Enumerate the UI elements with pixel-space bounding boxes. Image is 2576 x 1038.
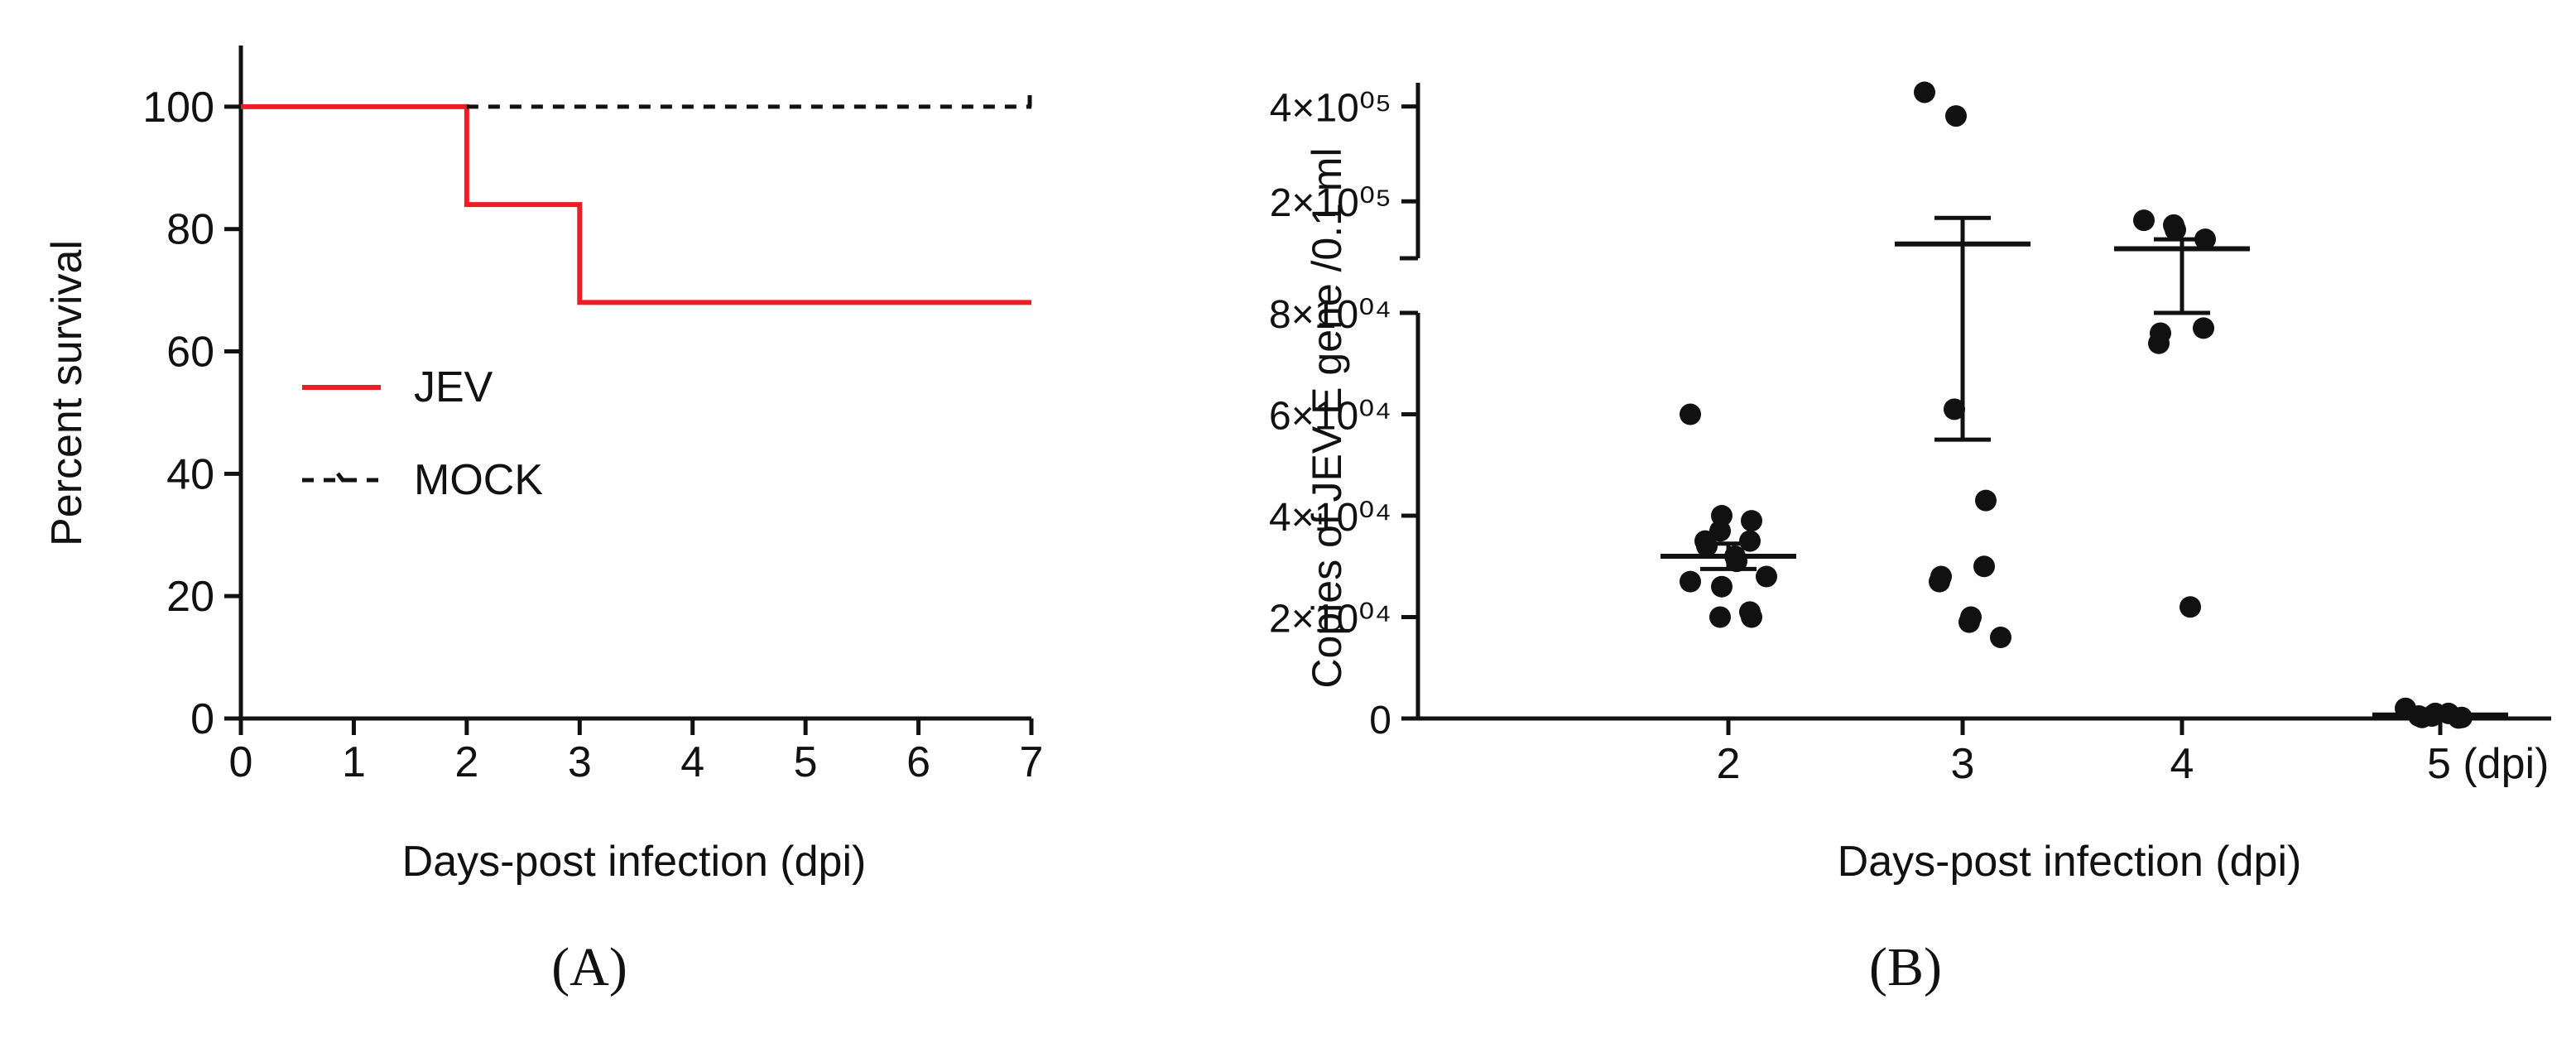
viral-load-y-tick-label: 0	[1369, 699, 1391, 742]
viral-load-y-tick-label: 6×10⁰⁴	[1269, 395, 1391, 439]
viral-load-point	[1756, 565, 1777, 588]
viral-load-y-tick-label: 2×10⁰⁵	[1270, 181, 1391, 225]
viral-load-point	[2180, 596, 2201, 618]
viral-load-point	[1694, 530, 1716, 552]
survival-ticks: 0 1 2 3 4 5 6 7 0 20 40 60 80 100	[142, 84, 1043, 786]
viral-load-x-tick-label: 4	[2170, 740, 2194, 788]
survival-series	[241, 94, 1032, 305]
panel-b-label: (B)	[1869, 937, 1942, 997]
viral-load-point	[1680, 403, 1701, 425]
survival-chart: 0 1 2 3 4 5 6 7 0 20 40 60 80 100 Percent survival Da…	[43, 46, 1043, 997]
viral-load-ticks: 0 2×10⁰⁴ 4×10⁰⁴ 6×10⁰⁴ 8×10⁰⁴ 2×10⁰⁵ 4×10⁰⁵ 2 3 4…	[1269, 87, 2549, 788]
survival-x-tick-label: 7	[1020, 738, 1044, 786]
viral-load-y-tick-label: 8×10⁰⁴	[1269, 293, 1391, 337]
viral-load-point	[1945, 105, 1967, 127]
survival-series-jev	[241, 103, 1031, 305]
viral-load-point	[2163, 214, 2184, 236]
survival-y-tick-label: 80	[166, 206, 214, 254]
viral-load-x-tick-label: 2	[1717, 740, 1741, 788]
viral-load-point	[1944, 398, 1965, 420]
viral-load-y-tick-label: 2×10⁰⁴	[1269, 598, 1391, 642]
viral-load-x-tick-label: 5 (dpi)	[2427, 740, 2549, 788]
survival-x-tick-label: 0	[229, 738, 253, 786]
survival-y-tick-label: 40	[166, 450, 214, 498]
viral-load-point	[1975, 489, 1997, 512]
survival-y-axis-label: Percent survival	[43, 240, 91, 546]
survival-y-tick-label: 0	[190, 695, 214, 743]
survival-y-tick-label: 20	[166, 573, 214, 621]
survival-x-axis-label: Days-post infection (dpi)	[402, 838, 867, 886]
survival-x-tick-label: 4	[680, 738, 704, 786]
survival-x-tick-label: 1	[342, 738, 366, 786]
viral-load-point	[2148, 332, 2170, 354]
viral-load-point	[1958, 611, 1980, 633]
viral-load-point	[1914, 81, 1935, 103]
viral-load-mean-sem	[1660, 215, 2508, 718]
viral-load-y-tick-label: 4×10⁰⁴	[1269, 496, 1391, 540]
viral-load-point	[1929, 570, 1950, 593]
viral-load-point	[2133, 209, 2155, 232]
survival-y-tick-label: 100	[142, 84, 214, 132]
legend-label-mock: MOCK	[414, 456, 543, 504]
viral-load-x-axis-label: Days-post infection (dpi)	[1838, 838, 2302, 886]
viral-load-point	[1741, 510, 1762, 532]
survival-x-tick-label: 6	[906, 738, 930, 786]
viral-load-point	[1739, 601, 1761, 623]
viral-load-point	[1973, 555, 1995, 578]
viral-load-point	[1990, 627, 2011, 648]
panel-a-label: (A)	[551, 937, 627, 997]
viral-load-point	[1680, 570, 1701, 593]
legend-marker-mock	[336, 472, 348, 483]
survival-x-tick-label: 5	[794, 738, 818, 786]
legend-label-jev: JEV	[414, 363, 493, 411]
viral-load-point	[1709, 606, 1731, 628]
viral-load-point	[1711, 575, 1733, 598]
viral-load-chart: 0 2×10⁰⁴ 4×10⁰⁴ 6×10⁰⁴ 8×10⁰⁴ 2×10⁰⁵ 4×10⁰⁵ 2 3 4…	[1269, 81, 2551, 997]
survival-legend: JEV MOCK	[302, 363, 543, 504]
survival-x-tick-label: 3	[568, 738, 592, 786]
survival-x-tick-label: 2	[454, 738, 478, 786]
viral-load-x-tick-label: 3	[1951, 740, 1975, 788]
viral-load-point	[1739, 530, 1761, 552]
viral-load-points	[1680, 81, 2473, 729]
viral-load-y-axis-label: Copies of JEV E gene /0.1 ml	[1304, 147, 1350, 688]
viral-load-point	[2193, 317, 2214, 339]
survival-axes	[238, 46, 1031, 721]
viral-load-y-tick-label: 4×10⁰⁵	[1270, 87, 1391, 131]
survival-y-tick-label: 60	[166, 329, 214, 377]
